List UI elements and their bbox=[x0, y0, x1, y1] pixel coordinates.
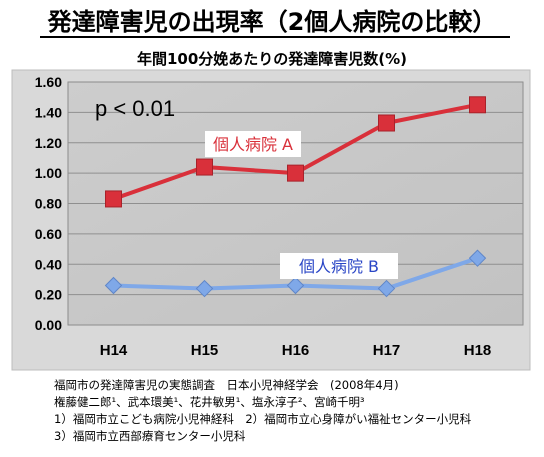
source-notes: 福岡市の発達障害児の実態調査 日本小児神経学会 (2008年4月) 権藤健二郎¹… bbox=[54, 377, 471, 445]
series-label-box bbox=[280, 253, 398, 279]
data-point-b bbox=[377, 279, 396, 298]
series-label-box bbox=[205, 131, 301, 157]
x-tick-label: H16 bbox=[282, 342, 310, 359]
data-point-a bbox=[378, 114, 395, 132]
data-point-b bbox=[286, 276, 305, 295]
y-tick-label: 1.00 bbox=[35, 165, 62, 181]
series-label-b: 個人病院 B bbox=[299, 257, 379, 276]
data-point-a bbox=[469, 96, 486, 114]
x-tick-label: H18 bbox=[464, 342, 492, 359]
x-tick-label: H14 bbox=[100, 342, 128, 359]
data-point-a bbox=[196, 158, 213, 176]
y-tick-label: 0.00 bbox=[35, 317, 62, 333]
data-point-a bbox=[105, 190, 122, 208]
y-tick-label: 1.20 bbox=[35, 135, 62, 151]
p-value-annotation: p < 0.01 bbox=[95, 96, 175, 121]
note-line: 1）福岡市立こども病院小児神経科 2）福岡市立心身障がい福祉センター小児科 bbox=[54, 412, 472, 426]
data-point-b bbox=[195, 279, 214, 298]
data-point-a bbox=[287, 164, 304, 182]
page-title: 発達障害児の出現率（2個人病院の比較） bbox=[47, 8, 497, 36]
note-line: 福岡市の発達障害児の実態調査 日本小児神経学会 (2008年4月) bbox=[54, 378, 399, 392]
note-line: 3）福岡市立西部療育センター小児科 bbox=[54, 429, 246, 443]
title-underline bbox=[40, 36, 510, 38]
note-line: 権藤健二郎¹、武本環美¹、花井敏男¹、塩永淳子²、宮崎千明³ bbox=[54, 395, 365, 409]
y-tick-label: 0.80 bbox=[35, 196, 62, 212]
y-tick-label: 0.20 bbox=[35, 287, 62, 303]
y-tick-label: 1.40 bbox=[35, 104, 62, 120]
y-tick-label: 0.60 bbox=[35, 226, 62, 242]
chart-title: 年間100分娩あたりの発達障害児数(%) bbox=[136, 50, 408, 68]
series-label-a: 個人病院 A bbox=[213, 135, 293, 154]
data-point-b bbox=[468, 249, 487, 267]
y-tick-label: 0.40 bbox=[35, 256, 62, 272]
x-tick-label: H17 bbox=[373, 342, 401, 359]
x-tick-label: H15 bbox=[191, 342, 219, 359]
data-point-b bbox=[104, 276, 123, 295]
y-tick-label: 1.60 bbox=[35, 74, 62, 90]
